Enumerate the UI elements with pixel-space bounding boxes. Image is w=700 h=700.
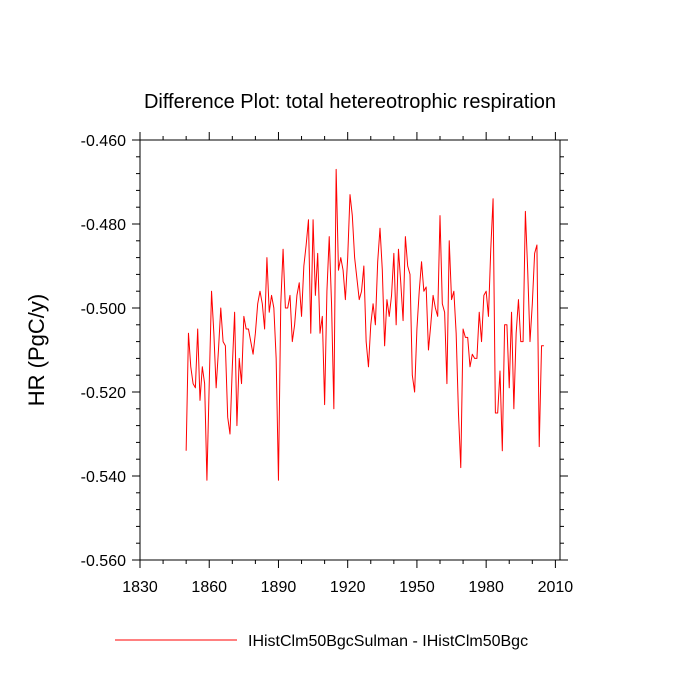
x-tick-label: 1950: [399, 579, 435, 596]
y-tick-label: -0.460: [81, 133, 126, 150]
y-tick-label: -0.560: [81, 553, 126, 570]
y-axis: -0.560 -0.540 -0.520 -0.500 -0.480 -0.460: [81, 133, 568, 570]
chart-title: Difference Plot: total hetereotrophic re…: [144, 91, 556, 113]
legend: IHistClm50BgcSulman - IHistClm50Bgc: [115, 633, 528, 650]
y-axis-label: HR (PgC/y): [24, 294, 49, 406]
legend-entry-label: IHistClm50BgcSulman - IHistClm50Bgc: [248, 633, 528, 650]
x-tick-label: 1860: [191, 579, 227, 596]
plot-frame: [139, 139, 561, 561]
x-axis: 1830 1860 1890 1920 1950 1980 2010: [122, 132, 573, 596]
x-tick-label: 2010: [538, 579, 574, 596]
x-tick-label: 1980: [468, 579, 504, 596]
y-tick-label: -0.500: [81, 301, 126, 318]
x-tick-label: 1830: [122, 579, 158, 596]
plot-border: [139, 139, 561, 561]
y-tick-label: -0.480: [81, 217, 126, 234]
series-line-0: [185, 168, 544, 481]
series-layer: [185, 168, 544, 481]
y-tick-label: -0.520: [81, 385, 126, 402]
y-tick-label: -0.540: [81, 469, 126, 486]
x-tick-label: 1920: [330, 579, 366, 596]
x-tick-label: 1890: [261, 579, 297, 596]
